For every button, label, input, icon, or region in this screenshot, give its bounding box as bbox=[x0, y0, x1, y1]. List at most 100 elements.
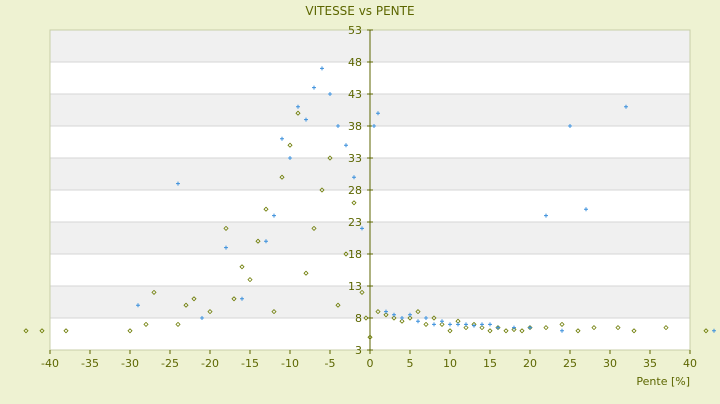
x-tick-label: -15 bbox=[241, 357, 259, 370]
y-tick-label: 13 bbox=[348, 280, 362, 293]
data-point-series-1 bbox=[327, 155, 333, 161]
data-point-series-1 bbox=[511, 326, 517, 333]
data-point-series-2 bbox=[304, 117, 308, 122]
data-point-series-1 bbox=[703, 328, 709, 334]
data-point-series-2 bbox=[224, 245, 228, 250]
data-point-series-2 bbox=[712, 328, 716, 333]
data-point-series-1 bbox=[191, 296, 197, 302]
data-point-series-2 bbox=[376, 111, 380, 116]
data-point-series-2 bbox=[448, 322, 452, 327]
y-tick-label: 53 bbox=[348, 24, 362, 37]
data-point-series-1 bbox=[367, 334, 373, 340]
data-point-series-1 bbox=[591, 325, 597, 331]
data-point-series-1 bbox=[463, 325, 469, 331]
data-point-series-1 bbox=[543, 325, 549, 331]
data-point-series-2 bbox=[320, 66, 324, 71]
data-point-series-2 bbox=[176, 181, 180, 186]
data-point-series-2 bbox=[472, 323, 476, 328]
data-point-series-2 bbox=[328, 92, 332, 96]
data-point-series-2 bbox=[544, 213, 548, 218]
data-point-series-1 bbox=[399, 318, 405, 324]
data-point-series-2 bbox=[568, 124, 572, 128]
data-point-series-1 bbox=[151, 289, 157, 295]
data-point-series-1 bbox=[447, 328, 453, 334]
x-tick-label: 10 bbox=[443, 357, 457, 370]
data-point-series-1 bbox=[223, 225, 229, 231]
x-tick-label: 40 bbox=[683, 357, 697, 370]
data-point-series-1 bbox=[503, 328, 509, 334]
data-point-series-1 bbox=[63, 328, 69, 334]
data-point-series-1 bbox=[279, 174, 285, 180]
data-point-series-2 bbox=[344, 143, 348, 148]
x-tick-label: -20 bbox=[201, 357, 219, 370]
data-point-series-1 bbox=[439, 321, 445, 327]
data-point-series-1 bbox=[479, 325, 485, 331]
data-point-series-1 bbox=[391, 315, 397, 321]
data-point-series-1 bbox=[351, 200, 357, 206]
data-point-series-1 bbox=[631, 328, 637, 334]
x-tick-label: 25 bbox=[563, 357, 577, 370]
data-point-series-1 bbox=[231, 296, 237, 302]
data-point-series-1 bbox=[303, 270, 309, 276]
data-point-series-1 bbox=[175, 321, 181, 327]
data-point-series-2 bbox=[408, 312, 412, 317]
x-tick-label: -5 bbox=[325, 357, 336, 370]
x-tick-label: 20 bbox=[523, 357, 537, 370]
x-tick-label: -10 bbox=[281, 357, 299, 370]
data-point-series-2 bbox=[624, 104, 628, 109]
data-point-series-2 bbox=[456, 322, 460, 327]
data-point-series-2 bbox=[440, 319, 444, 324]
data-point-series-2 bbox=[424, 316, 428, 320]
data-point-series-1 bbox=[519, 328, 525, 334]
data-point-series-2 bbox=[272, 213, 276, 218]
data-point-series-2 bbox=[200, 316, 204, 320]
data-point-series-2 bbox=[360, 226, 364, 231]
y-tick-label: 23 bbox=[348, 216, 362, 229]
data-point-series-2 bbox=[464, 322, 468, 327]
data-point-series-2 bbox=[336, 124, 340, 128]
data-point-series-1 bbox=[295, 110, 301, 116]
data-point-series-1 bbox=[343, 251, 349, 257]
data-point-series-1 bbox=[407, 315, 413, 321]
data-point-series-1 bbox=[311, 225, 317, 231]
data-point-series-1 bbox=[363, 315, 369, 321]
data-point-series-2 bbox=[384, 309, 388, 314]
data-point-series-2 bbox=[296, 104, 300, 109]
data-point-series-2 bbox=[400, 316, 404, 320]
x-tick-label: 5 bbox=[407, 357, 414, 370]
x-tick-label: -30 bbox=[121, 357, 139, 370]
data-point-series-1 bbox=[319, 187, 325, 193]
data-point-series-2 bbox=[392, 312, 396, 317]
data-point-series-1 bbox=[415, 309, 421, 315]
data-point-series-1 bbox=[663, 325, 669, 331]
y-tick-label: 28 bbox=[348, 184, 362, 197]
data-point-series-2 bbox=[496, 325, 500, 330]
data-points bbox=[23, 66, 716, 340]
data-point-series-2 bbox=[312, 85, 316, 90]
data-point-series-2 bbox=[488, 322, 492, 327]
data-point-series-1 bbox=[263, 206, 269, 212]
data-point-series-1 bbox=[23, 328, 29, 334]
y-tick-label: 8 bbox=[355, 312, 362, 325]
data-point-series-1 bbox=[39, 328, 45, 334]
data-point-series-1 bbox=[255, 238, 261, 244]
data-point-series-1 bbox=[615, 325, 621, 331]
data-point-series-2 bbox=[584, 207, 588, 212]
axis-ticks: -40 -35 -30 -25 -20 -15 -10 -5 0 5 10 15 20 25 30 35 40 3… bbox=[41, 24, 697, 370]
data-point-series-2 bbox=[416, 319, 420, 324]
data-point-series-1 bbox=[127, 328, 133, 334]
y-tick-label: 3 bbox=[355, 344, 362, 357]
data-point-series-2 bbox=[240, 296, 244, 301]
x-axis-label: Pente [%] bbox=[636, 375, 690, 388]
x-tick-label: 30 bbox=[603, 357, 617, 370]
data-point-series-2 bbox=[264, 239, 268, 244]
x-tick-label: 15 bbox=[483, 357, 497, 370]
data-point-series-1 bbox=[559, 321, 565, 327]
data-point-series-2 bbox=[288, 156, 292, 160]
data-point-series-1 bbox=[487, 328, 493, 334]
data-point-series-1 bbox=[375, 309, 381, 315]
data-point-series-1 bbox=[383, 312, 389, 318]
y-tick-label: 48 bbox=[348, 56, 362, 69]
data-point-series-1 bbox=[183, 302, 189, 308]
